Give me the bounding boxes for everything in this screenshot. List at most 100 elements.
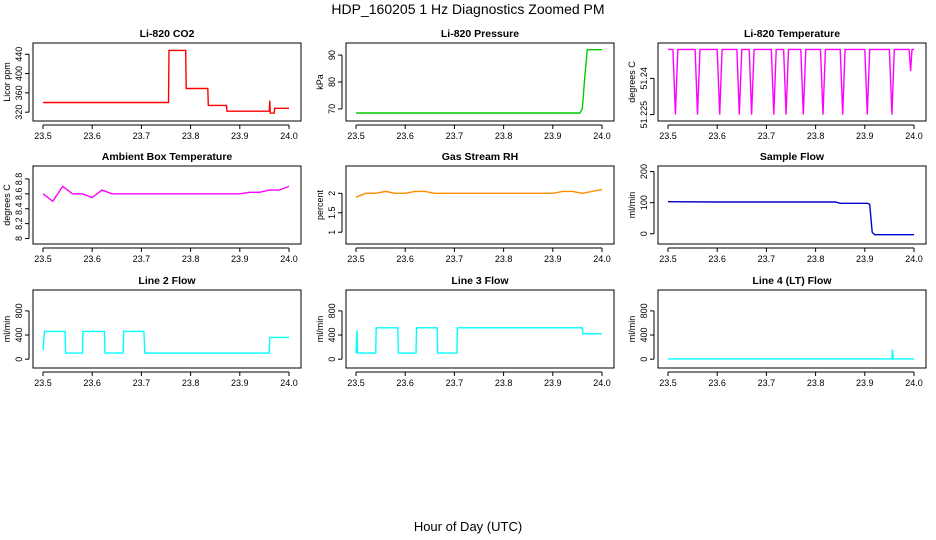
y-tick-label: 2: [327, 191, 337, 196]
x-tick-label: 23.5: [347, 254, 365, 264]
x-tick-label: 24.0: [593, 131, 611, 141]
y-axis-label: ml/min: [315, 316, 325, 343]
y-axis: 0 400 800: [327, 303, 343, 362]
plot-frame: [657, 42, 927, 122]
y-tick-label: 0: [639, 231, 649, 236]
series-line: [355, 327, 602, 354]
x-tick-label: 23.6: [83, 254, 101, 264]
x-tick-label: 24.0: [905, 131, 923, 141]
x-axis: 23.5 23.6 23.7 23.8 23.9 24.0: [659, 247, 923, 264]
y-tick-label: 8.2: [14, 217, 24, 230]
panel-line-2-flow: Line 2 Flow 23.5 23.6 23.7 23.8 23.9 24.0 0 400 8…: [2, 275, 302, 388]
x-tick-label: 23.9: [856, 254, 874, 264]
x-tick-label: 23.5: [34, 378, 52, 388]
plot-frame: [345, 42, 615, 122]
x-tick-label: 23.6: [708, 378, 726, 388]
x-tick-label: 23.9: [231, 378, 249, 388]
y-tick-label: 100: [639, 195, 649, 210]
x-tick-label: 23.6: [396, 131, 414, 141]
y-axis-label: kPa: [315, 74, 325, 90]
y-axis: 0 100 200: [639, 164, 655, 236]
panel-title: Line 2 Flow: [138, 275, 196, 287]
x-tick-label: 24.0: [280, 254, 298, 264]
y-tick-label: 51.225: [639, 101, 649, 129]
x-tick-label: 23.9: [231, 131, 249, 141]
x-tick-label: 23.6: [708, 254, 726, 264]
panel-grid: Li-820 CO2 23.5 23.6 23.7 23.8 23.9 24.0 320 360…: [2, 28, 927, 388]
plot-frame: [657, 289, 927, 369]
x-tick-label: 23.5: [347, 131, 365, 141]
panel-title: Line 3 Flow: [451, 275, 509, 287]
y-axis-label: ml/min: [627, 192, 637, 219]
x-tick-label: 23.6: [396, 378, 414, 388]
panel-sample-flow: Sample Flow 23.5 23.6 23.7 23.8 23.9 24.0 0 100 2…: [627, 151, 927, 264]
x-tick-label: 23.8: [807, 378, 825, 388]
plot-frame: [32, 42, 302, 122]
x-tick-label: 23.6: [396, 254, 414, 264]
y-tick-label: 800: [327, 303, 337, 318]
x-tick-label: 23.5: [34, 254, 52, 264]
x-axis: 23.5 23.6 23.7 23.8 23.9 24.0: [347, 247, 611, 264]
y-tick-label: 800: [14, 303, 24, 318]
panel-title: Li-820 CO2: [140, 28, 195, 40]
x-axis: 23.5 23.6 23.7 23.8 23.9 24.0: [34, 247, 298, 264]
x-tick-label: 23.7: [133, 131, 151, 141]
series-line: [42, 330, 289, 354]
y-axis: 0 400 800: [14, 303, 30, 362]
x-tick-label: 23.5: [347, 378, 365, 388]
x-tick-label: 23.9: [231, 254, 249, 264]
panel-line-4-lt-flow: Line 4 (LT) Flow 23.5 23.6 23.7 23.8 23.9 24.0…: [627, 275, 927, 388]
x-axis: 23.5 23.6 23.7 23.8 23.9 24.0: [34, 124, 298, 141]
panel-title: Li-820 Temperature: [744, 28, 840, 40]
y-tick-label: 8.8: [14, 173, 24, 186]
y-axis-label: percent: [315, 189, 325, 220]
y-tick-label: 360: [14, 85, 24, 100]
y-tick-label: 400: [14, 328, 24, 343]
panel-line-3-flow: Line 3 Flow 23.5 23.6 23.7 23.8 23.9 24.0 0 400 8…: [315, 275, 615, 388]
y-axis-label: Licor ppm: [2, 62, 12, 102]
x-tick-label: 23.8: [182, 254, 200, 264]
x-tick-label: 23.7: [133, 378, 151, 388]
x-tick-label: 23.5: [659, 131, 677, 141]
x-tick-label: 23.7: [758, 131, 776, 141]
y-tick-label: 200: [639, 164, 649, 179]
y-tick-label: 8: [14, 236, 24, 241]
y-tick-label: 440: [14, 47, 24, 62]
x-tick-label: 23.8: [182, 131, 200, 141]
figure-title: HDP_160205 1 Hz Diagnostics Zoomed PM: [331, 1, 604, 17]
y-tick-label: 1: [327, 230, 337, 235]
plot-frame: [657, 165, 927, 245]
x-tick-label: 23.7: [446, 254, 464, 264]
x-tick-label: 23.6: [83, 131, 101, 141]
x-tick-label: 23.7: [446, 131, 464, 141]
x-tick-label: 23.6: [83, 378, 101, 388]
x-axis: 23.5 23.6 23.7 23.8 23.9 24.0: [34, 371, 298, 388]
x-tick-label: 23.8: [495, 378, 513, 388]
y-tick-label: 1.5: [327, 207, 337, 220]
panel-title: Ambient Box Temperature: [102, 151, 233, 163]
y-tick-label: 800: [639, 303, 649, 318]
x-tick-label: 23.7: [133, 254, 151, 264]
series-line: [355, 188, 603, 198]
x-tick-label: 23.8: [807, 131, 825, 141]
x-tick-label: 23.5: [34, 131, 52, 141]
series-line: [42, 185, 290, 203]
y-axis-label: degrees C: [627, 61, 637, 103]
panel-title: Gas Stream RH: [442, 151, 518, 163]
plot-frame: [345, 289, 615, 369]
x-tick-label: 24.0: [280, 131, 298, 141]
y-tick-label: 400: [639, 328, 649, 343]
x-tick-label: 24.0: [593, 254, 611, 264]
series-line: [667, 201, 914, 236]
y-tick-label: 0: [327, 357, 337, 362]
x-tick-label: 23.7: [758, 254, 776, 264]
y-tick-label: 8.6: [14, 188, 24, 201]
series-line: [668, 349, 914, 360]
y-axis-label: ml/min: [627, 316, 637, 343]
x-tick-label: 23.8: [182, 378, 200, 388]
x-tick-label: 23.6: [708, 131, 726, 141]
y-tick-label: 400: [14, 66, 24, 81]
panel-title: Line 4 (LT) Flow: [752, 275, 832, 287]
x-tick-label: 23.9: [544, 378, 562, 388]
